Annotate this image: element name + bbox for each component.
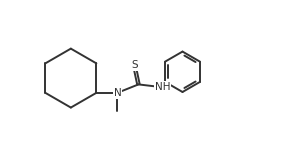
- Text: S: S: [131, 60, 138, 70]
- Text: NH: NH: [155, 82, 170, 92]
- Text: N: N: [114, 88, 121, 98]
